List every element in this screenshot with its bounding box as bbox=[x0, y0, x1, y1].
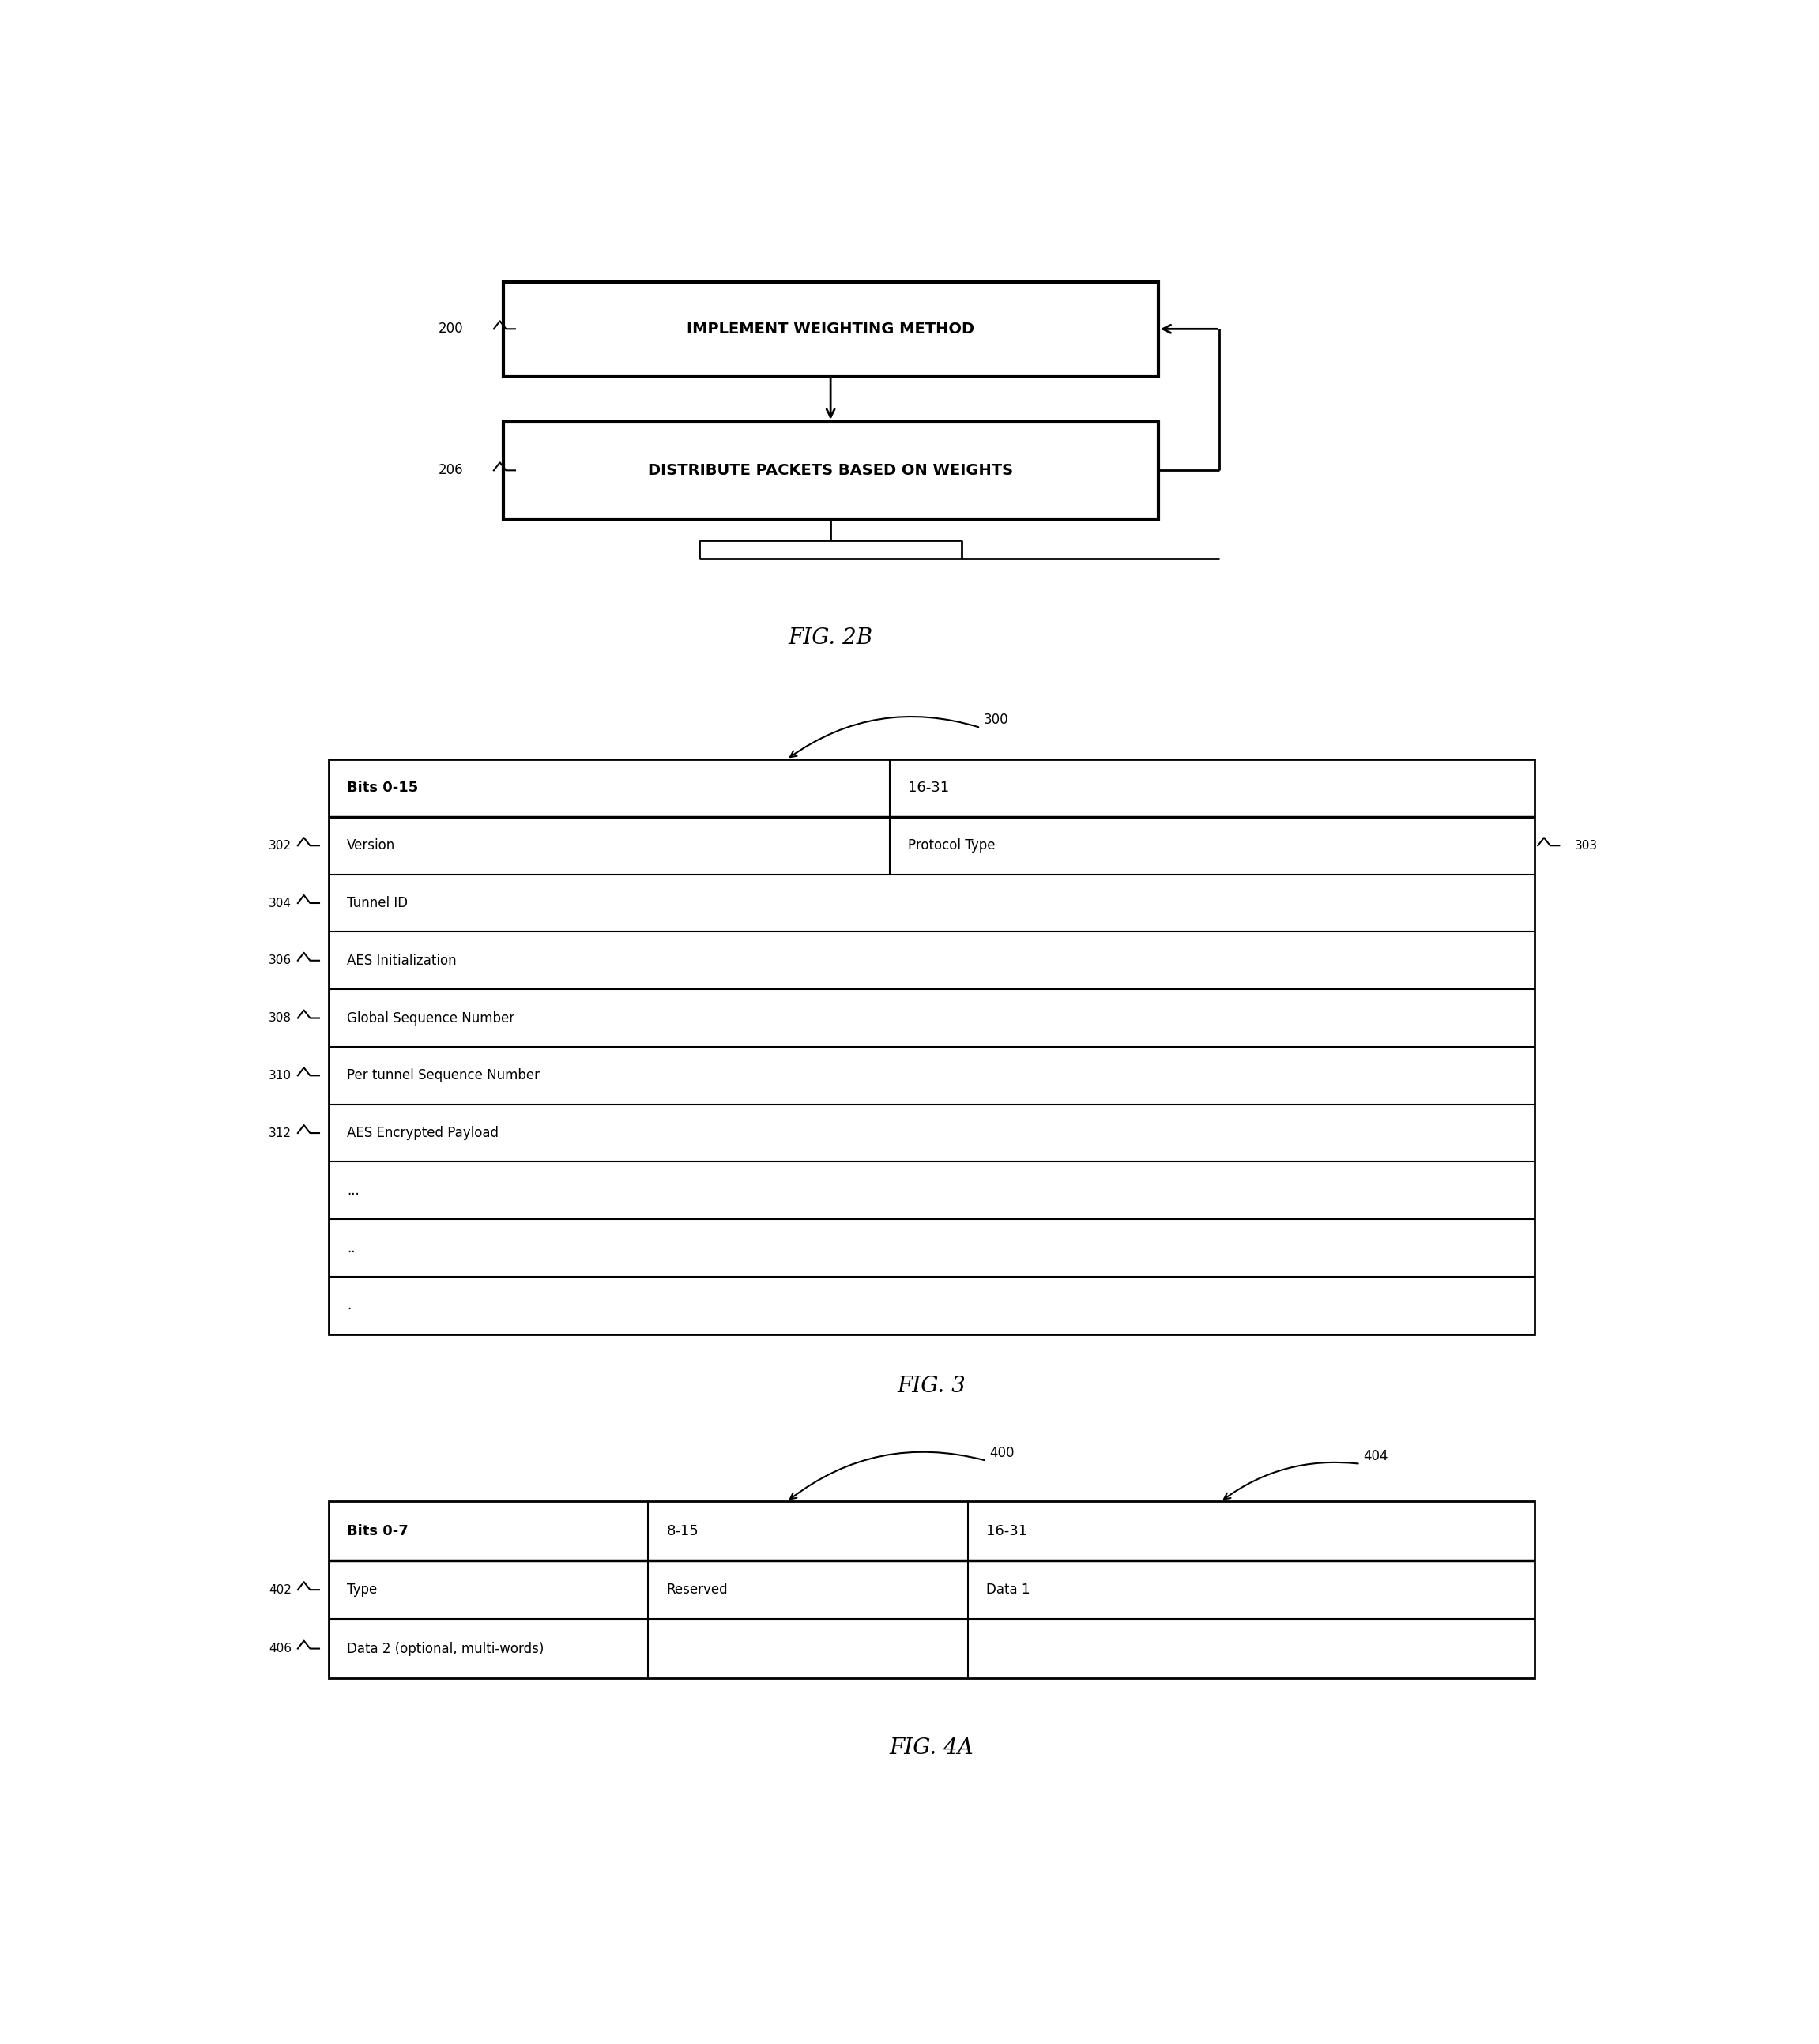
Text: 303: 303 bbox=[1575, 840, 1597, 852]
Text: 300: 300 bbox=[984, 713, 1010, 728]
Bar bbox=[329, 1502, 1535, 1678]
Text: Type: Type bbox=[347, 1582, 377, 1596]
Text: Protocol Type: Protocol Type bbox=[908, 838, 995, 852]
Text: Version: Version bbox=[347, 838, 395, 852]
Text: Bits 0-15: Bits 0-15 bbox=[347, 781, 418, 795]
Text: Reserved: Reserved bbox=[666, 1582, 728, 1596]
Text: AES Encrypted Payload: AES Encrypted Payload bbox=[347, 1126, 498, 1141]
Text: 304: 304 bbox=[269, 897, 291, 910]
Text: FIG. 3: FIG. 3 bbox=[897, 1376, 966, 1396]
Text: Data 1: Data 1 bbox=[986, 1582, 1030, 1596]
Bar bbox=[502, 421, 1159, 519]
Text: 206: 206 bbox=[438, 464, 464, 478]
Text: ...: ... bbox=[347, 1183, 358, 1198]
Text: 308: 308 bbox=[269, 1012, 291, 1024]
Text: 404: 404 bbox=[1364, 1449, 1388, 1464]
Text: Tunnel ID: Tunnel ID bbox=[347, 895, 407, 910]
Text: 400: 400 bbox=[990, 1445, 1015, 1459]
Text: 402: 402 bbox=[269, 1584, 291, 1596]
Text: 302: 302 bbox=[269, 840, 291, 852]
Text: 312: 312 bbox=[269, 1126, 291, 1139]
Bar bbox=[329, 760, 1535, 1335]
Text: IMPLEMENT WEIGHTING METHOD: IMPLEMENT WEIGHTING METHOD bbox=[688, 321, 975, 337]
Text: .: . bbox=[347, 1298, 351, 1312]
Text: Per tunnel Sequence Number: Per tunnel Sequence Number bbox=[347, 1069, 540, 1083]
Text: 406: 406 bbox=[269, 1643, 291, 1654]
Text: FIG. 2B: FIG. 2B bbox=[788, 628, 873, 648]
Text: 310: 310 bbox=[269, 1069, 291, 1081]
Text: FIG. 4A: FIG. 4A bbox=[889, 1737, 973, 1758]
Text: 16-31: 16-31 bbox=[986, 1525, 1028, 1537]
Bar bbox=[502, 282, 1159, 376]
Text: DISTRIBUTE PACKETS BASED ON WEIGHTS: DISTRIBUTE PACKETS BASED ON WEIGHTS bbox=[648, 462, 1013, 478]
Text: Global Sequence Number: Global Sequence Number bbox=[347, 1012, 515, 1026]
Text: Bits 0-7: Bits 0-7 bbox=[347, 1525, 407, 1537]
Text: 306: 306 bbox=[269, 955, 291, 967]
Text: 16-31: 16-31 bbox=[908, 781, 950, 795]
Text: 200: 200 bbox=[438, 321, 464, 335]
Text: Data 2 (optional, multi-words): Data 2 (optional, multi-words) bbox=[347, 1641, 544, 1656]
Text: ..: .. bbox=[347, 1241, 355, 1255]
Text: 8-15: 8-15 bbox=[666, 1525, 698, 1537]
Text: AES Initialization: AES Initialization bbox=[347, 953, 457, 967]
